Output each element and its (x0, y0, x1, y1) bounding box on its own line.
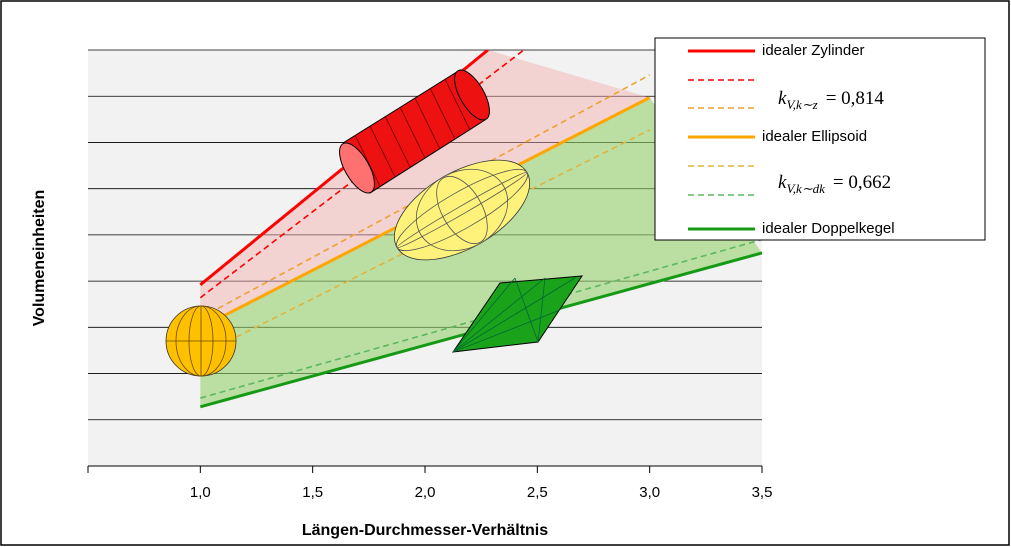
cylinder-icon (339, 69, 490, 194)
x-tick-label: 3,0 (639, 484, 660, 501)
legend: idealer Zylinder idealer Ellipsoid idealer… (688, 42, 895, 237)
legend-note: kV,k∼z = 0,814 (778, 88, 884, 112)
legend-label: idealer Zylinder (762, 42, 865, 59)
note-value: = 0,662 (833, 172, 891, 193)
note-value: = 0,814 (826, 88, 885, 109)
legend-note: kV,k∼dk = 0,662 (778, 172, 891, 196)
x-tick-label: 3,5 (752, 484, 773, 501)
axes (87, 465, 763, 473)
note-subscript: V,k∼z (786, 97, 817, 112)
legend-label: idealer Doppelkegel (762, 220, 895, 237)
sphere-icon (165, 305, 237, 377)
x-tick-label: 2,5 (527, 484, 548, 501)
x-tick-label: 2,0 (415, 484, 436, 501)
note-symbol: k (778, 172, 787, 193)
x-axis-label: Längen-Durchmesser-Verhältnis (302, 522, 548, 539)
x-tick-label: 1,5 (302, 484, 323, 501)
x-tick-label: 1,0 (190, 484, 211, 501)
shaded-band (200, 97, 762, 407)
legend-label: idealer Ellipsoid (762, 128, 867, 145)
double-cone-icon (451, 275, 583, 353)
note-symbol: k (778, 88, 787, 109)
ellipsoid-icon (393, 159, 531, 261)
note-subscript: V,k∼dk (786, 181, 825, 196)
legend-box (654, 37, 986, 241)
y-axis-label: Volumeneinheiten (31, 190, 48, 327)
